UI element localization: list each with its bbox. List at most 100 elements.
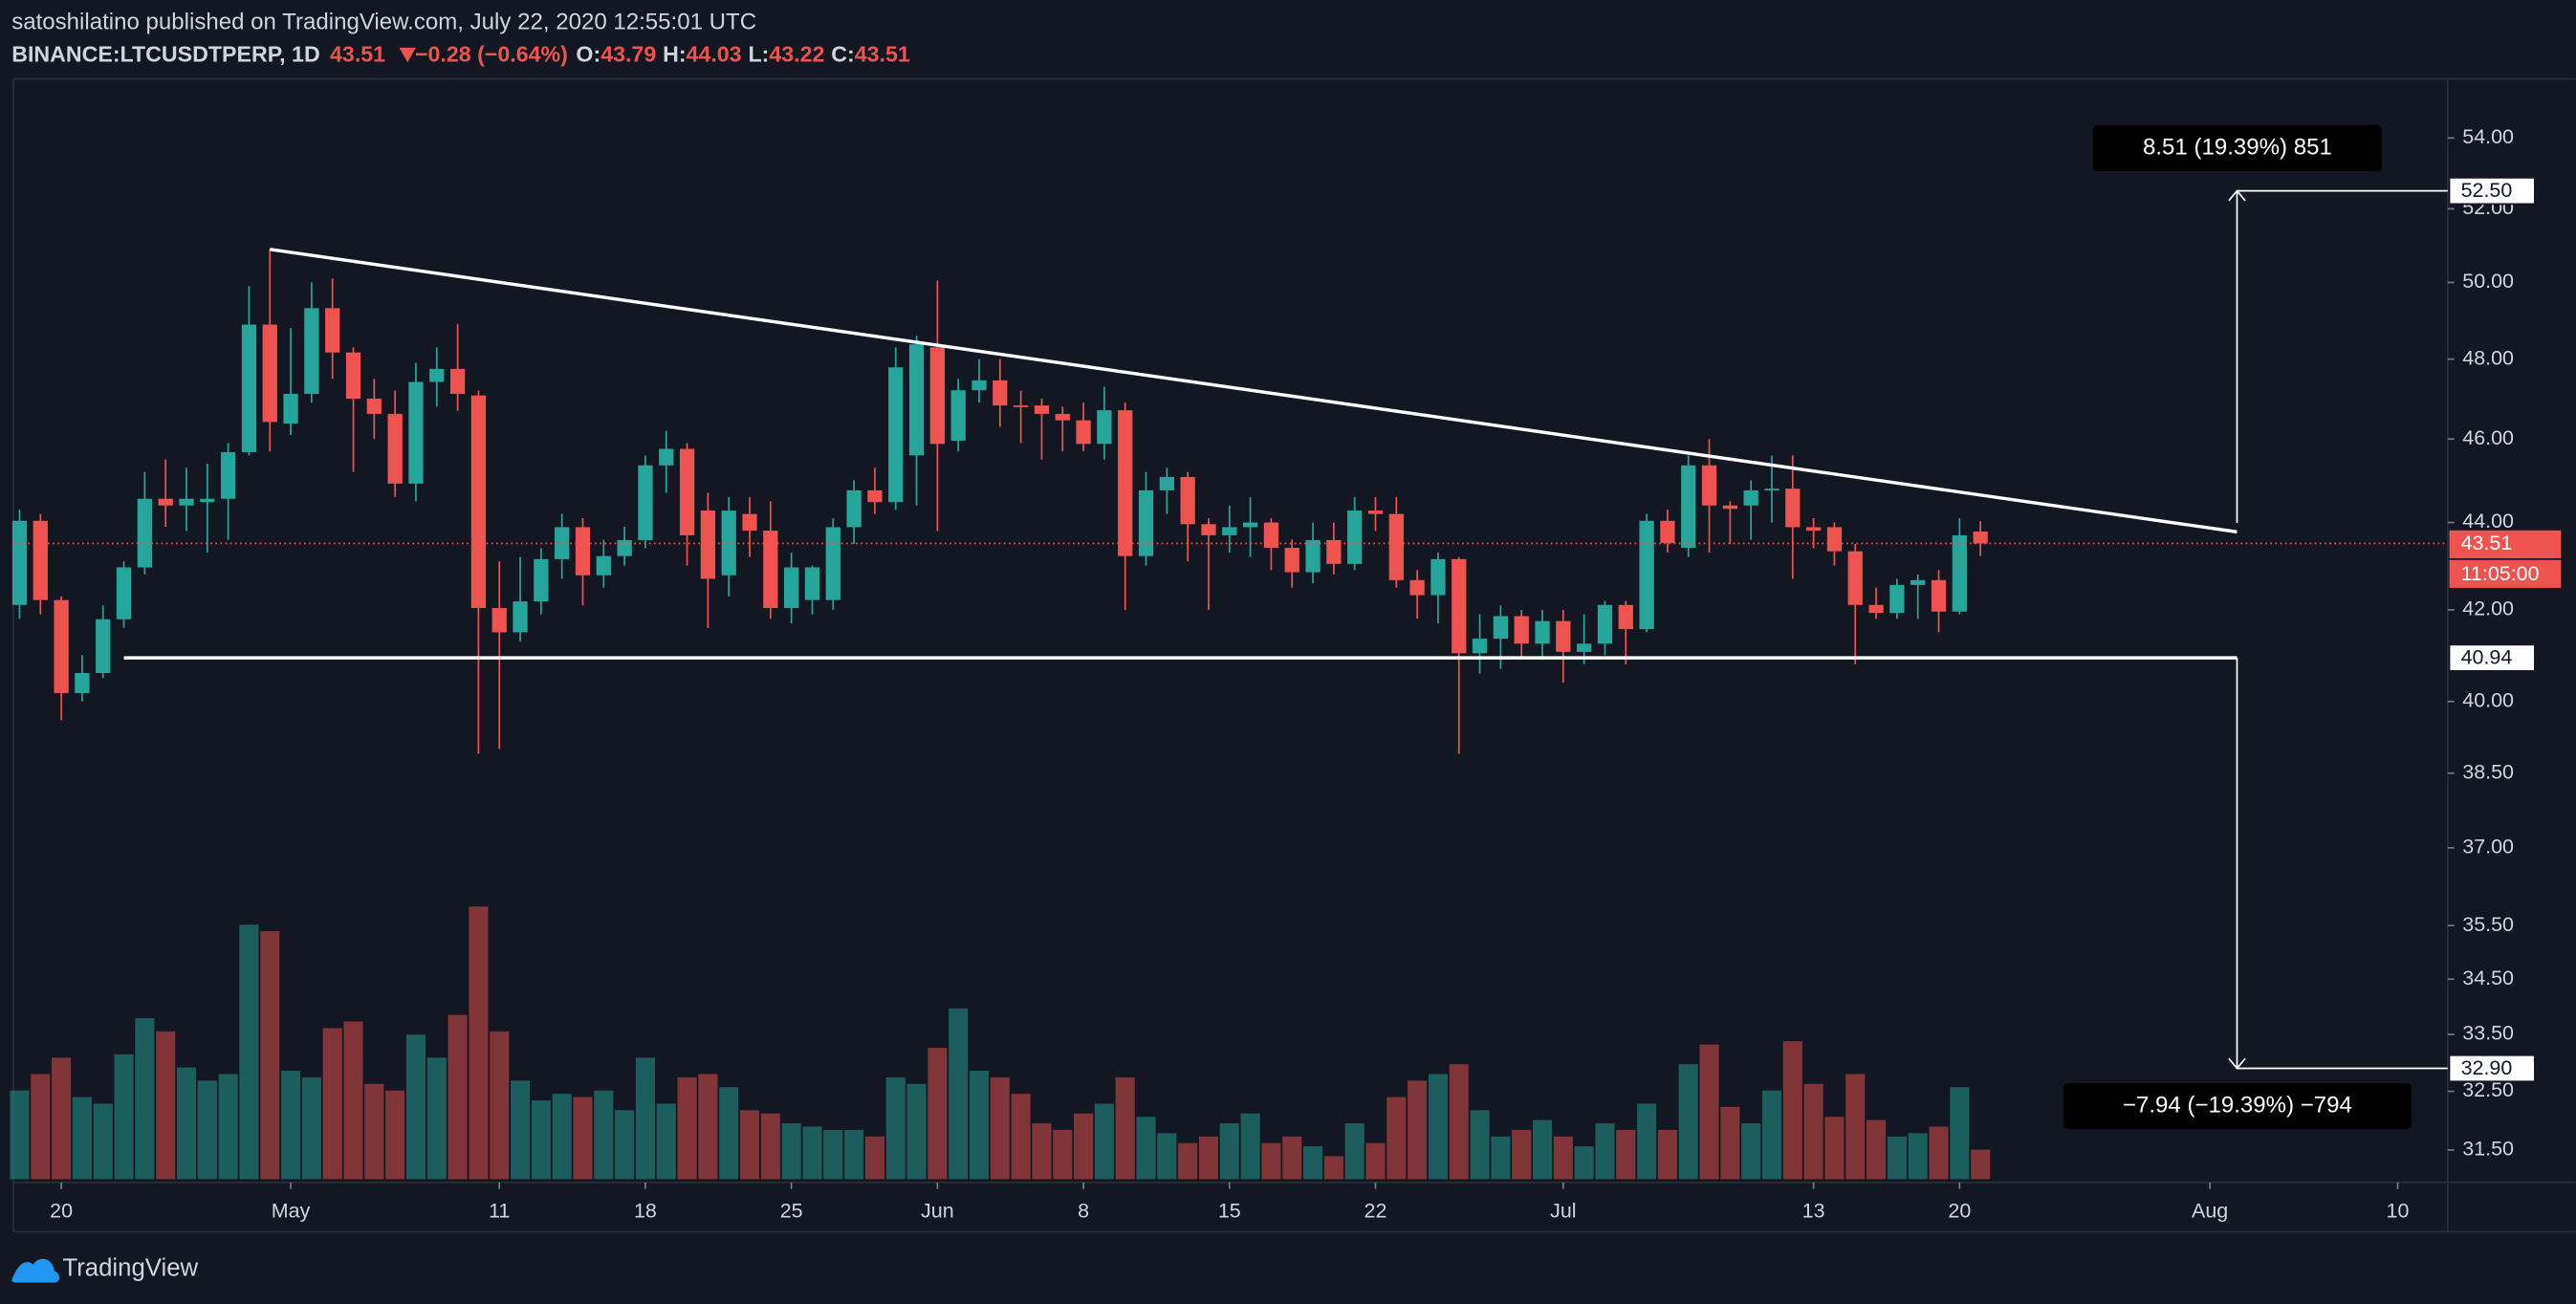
candle-body (387, 413, 403, 484)
volume-bar (990, 1076, 1010, 1180)
x-tick-label: 20 (1948, 1199, 1971, 1222)
x-tick-label: 11 (489, 1199, 510, 1222)
candle-body (1493, 616, 1509, 640)
volume-bar (573, 1097, 593, 1180)
x-tick-label: Aug (2192, 1199, 2228, 1222)
volume-bar (1845, 1074, 1866, 1180)
candle-body (1013, 405, 1029, 407)
volume-bar (1261, 1142, 1281, 1180)
candle-body (158, 498, 173, 506)
volume-bar (239, 924, 259, 1180)
y-tick-label: 54.00 (2462, 125, 2514, 148)
candle-body (993, 380, 1008, 406)
price-tag-label: 40.94 (2461, 646, 2513, 669)
volume-bar (1449, 1064, 1469, 1180)
candle-body (1388, 513, 1404, 580)
candle-body (513, 601, 528, 633)
volume-bar (1887, 1136, 1907, 1180)
volume-bar (197, 1080, 217, 1180)
volume-bar (844, 1129, 864, 1180)
volume-bar (1240, 1113, 1260, 1180)
candle-body (1931, 579, 1947, 612)
volume-bar (531, 1099, 551, 1180)
volume-bar (885, 1076, 906, 1180)
candle-body (1597, 604, 1613, 644)
candle-body (54, 599, 69, 693)
volume-bar (1761, 1090, 1782, 1180)
x-tick-label: 8 (1078, 1199, 1089, 1222)
change: −0.28 (−0.64%) (415, 42, 568, 67)
volume-bar (426, 1057, 447, 1180)
volume-bar (1198, 1136, 1219, 1180)
volume-bar (1178, 1142, 1198, 1180)
candle-body (179, 498, 194, 506)
volume-bar (1929, 1126, 1949, 1180)
candle-body (534, 558, 549, 602)
volume-bar (928, 1048, 948, 1180)
o-label: O: (576, 42, 600, 67)
candle-body (1034, 405, 1050, 414)
y-tick-label: 50.00 (2462, 270, 2514, 293)
candle-body (1722, 505, 1737, 510)
volume-bar (72, 1097, 92, 1180)
volume-bar (864, 1136, 884, 1180)
candle-body (825, 527, 840, 600)
down-triangle (399, 47, 416, 63)
x-tick-label: 25 (780, 1199, 803, 1222)
y-tick-label: 38.50 (2462, 760, 2514, 783)
volume-bar (135, 1018, 155, 1180)
candle-body (1326, 539, 1342, 564)
candle-body (1618, 604, 1633, 630)
candle-body (429, 368, 445, 382)
candle-body (1055, 413, 1070, 421)
symbol-line: BINANCE:LTCUSDTPERP, 1D 43.51 −0.28 (−0.64… (11, 42, 910, 67)
candle-body (971, 380, 987, 391)
candle-body (1076, 420, 1091, 445)
y-tick-label: 35.50 (2462, 913, 2514, 936)
volume-bar (1867, 1119, 1887, 1180)
candle-body (1910, 579, 1926, 585)
candle-body (846, 489, 862, 528)
countdown-label: 11:05:00 (2461, 562, 2540, 585)
candle-body (950, 390, 966, 441)
candle-body (96, 619, 111, 673)
volume-bar (1971, 1149, 1991, 1180)
candle-body (262, 324, 277, 423)
candle-body (1472, 639, 1488, 654)
volume-bar (10, 1090, 30, 1180)
candle-body (1973, 531, 1988, 544)
volume-bar (448, 1014, 468, 1180)
candle-body (470, 395, 487, 609)
c-value: 43.51 (855, 42, 910, 67)
volume-bar (1741, 1123, 1761, 1180)
last: 43.51 (330, 42, 385, 67)
candle-body (1743, 489, 1758, 506)
volume-bar (1678, 1064, 1698, 1180)
volume-bar (1302, 1146, 1323, 1180)
volume-bar (1074, 1113, 1094, 1180)
candle-body (888, 367, 904, 503)
candle-body (1805, 527, 1822, 532)
candle-body (1847, 551, 1863, 605)
volume-bar (469, 906, 489, 1180)
candle-body (659, 448, 674, 466)
candle-body (11, 520, 28, 605)
candle-body (1138, 489, 1154, 556)
y-tick-label: 32.50 (2462, 1078, 2514, 1101)
l-value: 43.22 (769, 42, 824, 67)
x-tick-label: 20 (50, 1199, 73, 1222)
volume-bar (301, 1076, 321, 1180)
price-tag (2448, 643, 2536, 672)
volume-bar (781, 1123, 801, 1180)
volume-bar (281, 1071, 301, 1180)
volume-bar (1824, 1117, 1845, 1180)
volume-bar (31, 1074, 51, 1180)
price-tag (2448, 177, 2536, 206)
volume-bar (760, 1113, 780, 1180)
candle-body (679, 448, 695, 535)
candle-body (1263, 522, 1279, 549)
volume-bar (1011, 1094, 1031, 1180)
volume-bar (677, 1076, 697, 1180)
volume-bar (1491, 1136, 1511, 1180)
candle-body (1452, 558, 1467, 654)
